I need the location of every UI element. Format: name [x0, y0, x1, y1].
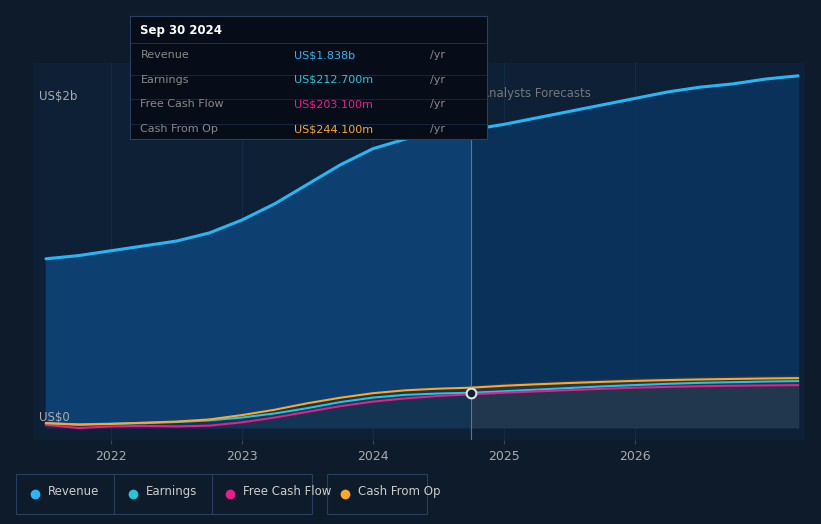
- Text: /yr: /yr: [429, 50, 445, 60]
- Text: Revenue: Revenue: [48, 485, 99, 498]
- Text: /yr: /yr: [429, 100, 445, 110]
- Text: Revenue: Revenue: [140, 50, 189, 60]
- FancyBboxPatch shape: [212, 474, 312, 514]
- Text: /yr: /yr: [429, 124, 445, 134]
- Text: Past: Past: [440, 86, 465, 100]
- Text: Earnings: Earnings: [140, 75, 189, 85]
- Text: Analysts Forecasts: Analysts Forecasts: [481, 86, 591, 100]
- Text: US$2b: US$2b: [39, 90, 78, 103]
- Text: US$244.100m: US$244.100m: [294, 124, 373, 134]
- Text: US$203.100m: US$203.100m: [294, 100, 373, 110]
- Text: Cash From Op: Cash From Op: [140, 124, 218, 134]
- Text: US$0: US$0: [39, 411, 70, 424]
- Text: US$212.700m: US$212.700m: [294, 75, 373, 85]
- Text: US$1.838b: US$1.838b: [294, 50, 355, 60]
- FancyBboxPatch shape: [114, 474, 215, 514]
- Text: Earnings: Earnings: [146, 485, 197, 498]
- Text: Free Cash Flow: Free Cash Flow: [243, 485, 332, 498]
- Text: Free Cash Flow: Free Cash Flow: [140, 100, 224, 110]
- Text: Sep 30 2024: Sep 30 2024: [140, 24, 222, 37]
- FancyBboxPatch shape: [16, 474, 117, 514]
- FancyBboxPatch shape: [327, 474, 428, 514]
- Text: /yr: /yr: [429, 75, 445, 85]
- Text: Cash From Op: Cash From Op: [359, 485, 441, 498]
